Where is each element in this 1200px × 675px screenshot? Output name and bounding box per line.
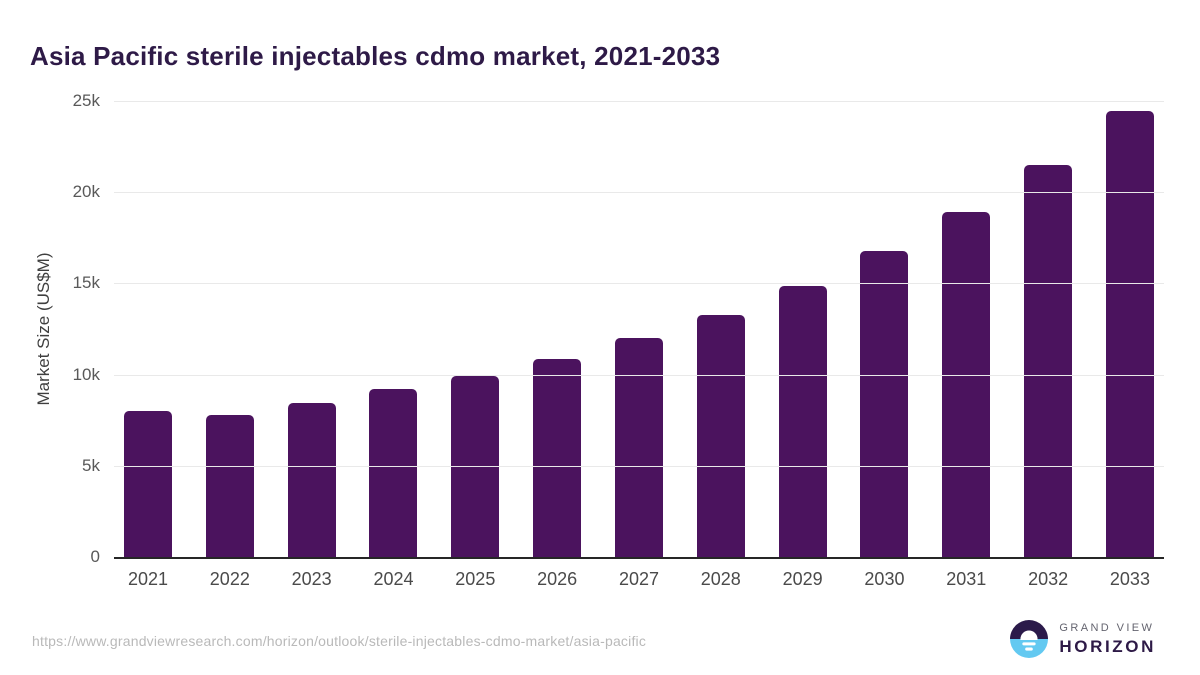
grand-view-horizon-logo[interactable]: GRAND VIEW HORIZON bbox=[1010, 620, 1156, 658]
gridline-10k bbox=[114, 374, 1164, 376]
bar-2022[interactable] bbox=[205, 415, 254, 557]
y-tick-15k: 15k bbox=[72, 273, 100, 293]
gridline-20k bbox=[114, 192, 1164, 194]
logo-brand-top: GRAND VIEW bbox=[1059, 621, 1155, 634]
bar-2027[interactable] bbox=[614, 338, 663, 557]
x-label-2028: 2028 bbox=[700, 569, 741, 589]
bar-2031[interactable] bbox=[942, 212, 991, 557]
x-label-2024: 2024 bbox=[373, 569, 414, 589]
x-label-2022: 2022 bbox=[209, 569, 250, 589]
y-tick-20k: 20k bbox=[72, 182, 100, 202]
logo-text: GRAND VIEW HORIZON bbox=[1059, 622, 1156, 657]
x-label-2030: 2030 bbox=[864, 569, 905, 589]
x-label-2033: 2033 bbox=[1109, 569, 1150, 589]
bar-2030[interactable] bbox=[860, 251, 909, 557]
x-label-2021: 2021 bbox=[127, 569, 169, 589]
logo-brand-bottom: HORIZON bbox=[1059, 636, 1156, 656]
gridline-15k bbox=[114, 283, 1164, 285]
x-label-2026: 2026 bbox=[537, 569, 578, 589]
gridline-25k bbox=[114, 101, 1164, 102]
x-label-2027: 2027 bbox=[618, 569, 659, 589]
bar-2033[interactable] bbox=[1105, 110, 1154, 557]
gridline-5k bbox=[114, 465, 1164, 467]
y-tick-0: 0 bbox=[90, 547, 100, 566]
x-label-2029: 2029 bbox=[782, 569, 823, 589]
x-label-2031: 2031 bbox=[946, 569, 987, 589]
plot-area: 2021 2022 2023 2024 2025 2026 2027 2028 2029 2030… bbox=[73, 91, 1164, 589]
x-label-2023: 2023 bbox=[291, 569, 332, 589]
bar-2032[interactable] bbox=[1024, 165, 1073, 557]
y-tick-5k: 5k bbox=[82, 455, 100, 475]
bar-2023[interactable] bbox=[287, 403, 336, 557]
source-url: https://www.grandviewresearch.com/horizo… bbox=[32, 633, 647, 649]
x-labels: 2021 2022 2023 2024 2025 2026 2027 2028 2029 2030… bbox=[114, 569, 1164, 590]
x-label-2032: 2032 bbox=[1028, 569, 1069, 589]
y-tick-25k: 25k bbox=[72, 91, 100, 110]
horizon-logo-icon bbox=[1010, 620, 1049, 658]
bar-2024[interactable] bbox=[369, 389, 418, 557]
chart-title: Asia Pacific sterile injectables cdmo ma… bbox=[30, 41, 721, 72]
bar-2021[interactable] bbox=[124, 411, 172, 557]
y-tick-10k: 10k bbox=[72, 364, 100, 384]
bar-2029[interactable] bbox=[778, 285, 827, 557]
y-axis-title: Market Size (US$M) bbox=[34, 252, 53, 406]
x-label-2025: 2025 bbox=[455, 569, 496, 589]
bar-2026[interactable] bbox=[533, 358, 582, 557]
bar-2028[interactable] bbox=[696, 314, 745, 557]
bars bbox=[114, 101, 1164, 557]
